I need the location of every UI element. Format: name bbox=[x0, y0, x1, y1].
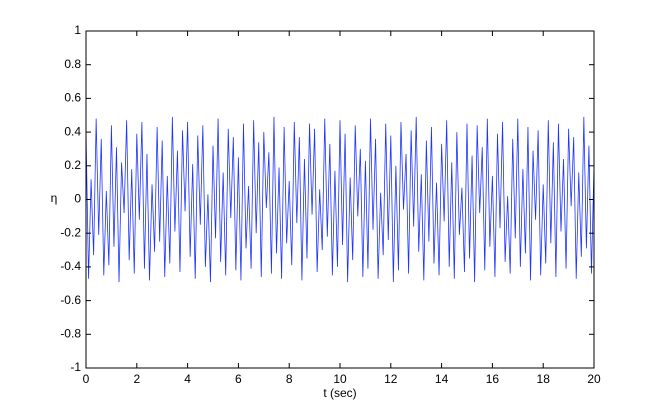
x-axis-label: t (sec) bbox=[323, 386, 356, 400]
x-tick-label: 18 bbox=[537, 372, 551, 386]
y-tick-label: 0 bbox=[74, 192, 81, 206]
y-axis-label: η bbox=[51, 191, 58, 205]
data-line bbox=[85, 116, 595, 283]
x-tick-label: 12 bbox=[384, 372, 398, 386]
y-tick-label: -1 bbox=[70, 360, 81, 374]
x-tick-label: 8 bbox=[286, 372, 293, 386]
y-tick-label: -0.8 bbox=[60, 326, 81, 340]
y-tick-label: -0.4 bbox=[60, 259, 81, 273]
y-tick-label: 1 bbox=[74, 23, 81, 37]
y-tick-label: 0.6 bbox=[64, 91, 81, 105]
y-tick-label: 0.8 bbox=[64, 57, 81, 71]
x-tick-label: 6 bbox=[235, 372, 242, 386]
axes-box bbox=[85, 30, 595, 369]
x-tick-label: 16 bbox=[486, 372, 500, 386]
x-tick-label: 2 bbox=[133, 372, 140, 386]
x-tick-label: 10 bbox=[333, 372, 347, 386]
x-tick-label: 20 bbox=[587, 372, 601, 386]
x-tick-label: 14 bbox=[435, 372, 449, 386]
y-tick-label: -0.2 bbox=[60, 225, 81, 239]
y-tick-label: 0.2 bbox=[64, 158, 81, 172]
y-tick-label: -0.6 bbox=[60, 293, 81, 307]
y-tick-label: 0.4 bbox=[64, 124, 81, 138]
x-tick-label: 4 bbox=[184, 372, 191, 386]
x-tick-label: 0 bbox=[83, 372, 90, 386]
